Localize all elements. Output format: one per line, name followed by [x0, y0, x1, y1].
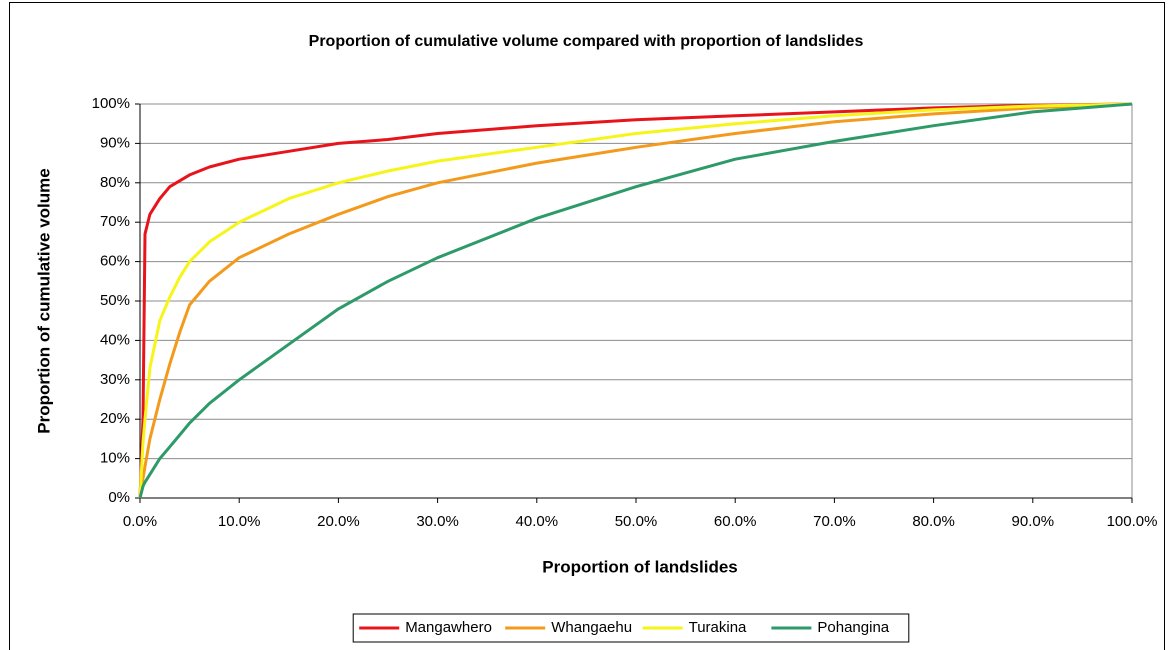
y-tick-label: 20% [100, 410, 130, 427]
y-tick-label: 50% [100, 292, 130, 309]
legend-box [352, 613, 910, 643]
x-tick-label: 100.0% [1107, 513, 1158, 530]
series-line [138, 102, 1133, 499]
y-tick-label: 60% [100, 253, 130, 270]
series-line [138, 102, 1133, 499]
legend-label: Turakina [689, 619, 747, 636]
x-tick-label: 60.0% [714, 513, 757, 530]
chart-title: Proportion of cumulative volume compared… [309, 33, 864, 50]
x-tick-label: 10.0% [218, 513, 261, 530]
x-tick-label: 70.0% [813, 513, 856, 530]
legend-label: Mangawhero [405, 619, 492, 636]
x-axis-title: Proportion of landslides [542, 557, 738, 576]
y-tick-label: 90% [100, 134, 130, 151]
y-axis-title: Proportion of cumulative volume [34, 168, 53, 433]
y-tick-label: 10% [100, 450, 130, 467]
x-tick-label: 40.0% [516, 513, 559, 530]
x-tick-label: 50.0% [615, 513, 658, 530]
x-tick-label: 0.0% [123, 513, 157, 530]
y-tick-label: 0% [108, 489, 130, 506]
y-tick-label: 40% [100, 331, 130, 348]
y-tick-label: 100% [92, 95, 130, 112]
y-tick-label: 30% [100, 371, 130, 388]
series-line [138, 102, 1133, 499]
legend-label: Whangaehu [551, 619, 632, 636]
y-tick-label: 80% [100, 174, 130, 191]
x-tick-label: 20.0% [317, 513, 360, 530]
y-tick-label: 70% [100, 213, 130, 230]
legend: Mangawhero Whangaehu Turakina Pohangina [352, 613, 910, 643]
legend-label: Pohangina [817, 619, 889, 636]
x-tick-label: 30.0% [416, 513, 459, 530]
series-line [138, 102, 1133, 499]
x-tick-label: 90.0% [1012, 513, 1055, 530]
x-tick-label: 80.0% [912, 513, 955, 530]
